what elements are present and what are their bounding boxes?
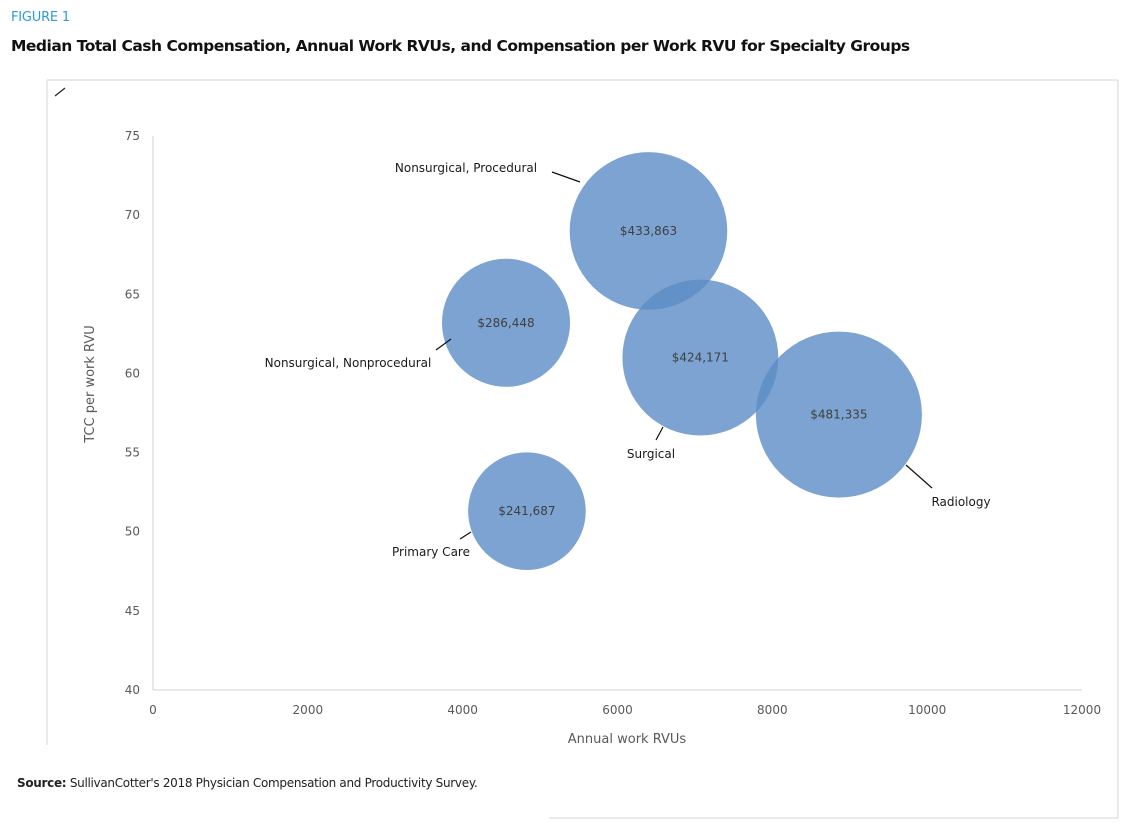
leader-line xyxy=(905,464,933,489)
leader-line xyxy=(435,338,452,351)
axes: 40 45 50 55 60 65 70 75 0 2000 4000 6000 8000 10000 12… xyxy=(125,129,1101,717)
x-tick-label: 2000 xyxy=(293,703,324,717)
bubble-labels: $433,863 Nonsurgical, Procedural $286,448 N… xyxy=(265,161,991,559)
bubble-value-label: $481,335 xyxy=(810,408,867,422)
source-prefix: Source: xyxy=(17,776,67,790)
x-tick-label: 6000 xyxy=(602,703,633,717)
bubble-radiology xyxy=(755,331,922,498)
y-tick-label: 75 xyxy=(125,129,140,143)
y-tick-label: 55 xyxy=(125,446,140,460)
bubbles xyxy=(441,152,922,570)
y-axis-title: TCC per work RVU xyxy=(83,325,98,444)
y-tick-label: 50 xyxy=(125,525,140,539)
figure-title: Median Total Cash Compensation, Annual W… xyxy=(11,37,910,55)
x-tick-label: 0 xyxy=(149,703,157,717)
bubble-surgical xyxy=(622,279,779,436)
leader-line xyxy=(655,426,664,441)
bubble-value-label: $241,687 xyxy=(498,504,555,518)
bubble-value-label: $433,863 xyxy=(620,224,677,238)
x-tick-label: 12000 xyxy=(1063,703,1101,717)
figure-label: FIGURE 1 xyxy=(11,10,70,25)
y-tick-label: 65 xyxy=(125,287,140,301)
bubble-value-label: $286,448 xyxy=(477,316,534,330)
x-tick-label: 4000 xyxy=(447,703,478,717)
category-label: Surgical xyxy=(627,447,675,461)
category-label: Nonsurgical, Procedural xyxy=(395,161,537,175)
leader-line xyxy=(551,171,581,183)
y-tick-label: 70 xyxy=(125,208,140,222)
y-tick-label: 45 xyxy=(125,604,140,618)
chart-frame xyxy=(46,79,1119,819)
x-tick-label: 10000 xyxy=(908,703,946,717)
bubble-value-label: $424,171 xyxy=(672,351,729,365)
source-note: Source: SullivanCotter's 2018 Physician … xyxy=(17,776,478,790)
bubble-nonsurgical-procedural xyxy=(569,152,728,310)
x-tick-label: 8000 xyxy=(757,703,788,717)
y-tick-label: 60 xyxy=(125,366,140,380)
x-axis-title: Annual work RVUs xyxy=(568,732,687,747)
category-label: Primary Care xyxy=(392,545,470,559)
y-tick-label: 40 xyxy=(125,683,140,697)
bubble-primary-care xyxy=(468,452,586,570)
category-label: Radiology xyxy=(931,495,990,509)
frame-corner-mark xyxy=(54,87,66,97)
source-text: SullivanCotter's 2018 Physician Compensa… xyxy=(66,776,478,790)
leader-line xyxy=(459,531,472,540)
category-label: Nonsurgical, Nonprocedural xyxy=(265,356,432,370)
bubble-nonsurgical-nonprocedural xyxy=(441,258,571,387)
